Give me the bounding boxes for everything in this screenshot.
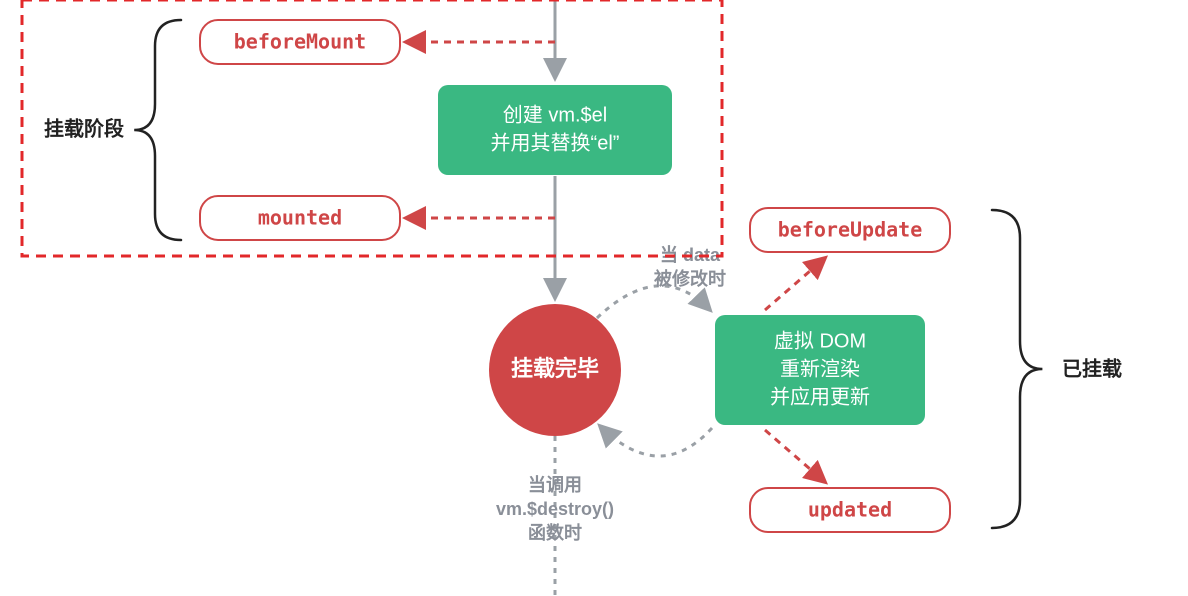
annot-destroy_call-line-2: 函数时 (528, 522, 582, 543)
updated-hook-label: updated (808, 498, 892, 522)
annot-data_changed-line-1: 被修改时 (654, 268, 726, 289)
mountedDone-circle-label: 挂载完毕 (511, 356, 599, 381)
createEl-step-box (438, 85, 672, 175)
edge-to_updated (765, 430, 825, 482)
edge-to_beforeUpdate (765, 258, 825, 310)
rerender-step-line-1: 重新渲染 (780, 357, 860, 380)
mounted-hook-label: mounted (258, 206, 342, 230)
annot-destroy_call-line-0: 当调用 (528, 474, 582, 495)
edge-loop_up (597, 286, 710, 318)
beforeUpdate-hook-label: beforeUpdate (778, 218, 923, 242)
rerender-step-line-0: 虚拟 DOM (774, 329, 866, 352)
brace-mount-phase (134, 20, 181, 240)
createEl-step-line-1: 并用其替换“el” (491, 131, 620, 154)
brace-mounted-phase (992, 210, 1042, 528)
createEl-step-line-0: 创建 vm.$el (503, 103, 607, 126)
annot-data_changed-line-0: 当 data (660, 244, 721, 265)
edge-loop_down (600, 426, 712, 456)
beforeMount-hook-label: beforeMount (234, 30, 366, 54)
phase-label-mounted_phase: 已挂载 (1062, 356, 1122, 380)
phase-label-mount_phase: 挂载阶段 (44, 116, 124, 140)
rerender-step-line-2: 并应用更新 (770, 385, 870, 408)
annot-destroy_call-line-1: vm.$destroy() (496, 499, 614, 519)
